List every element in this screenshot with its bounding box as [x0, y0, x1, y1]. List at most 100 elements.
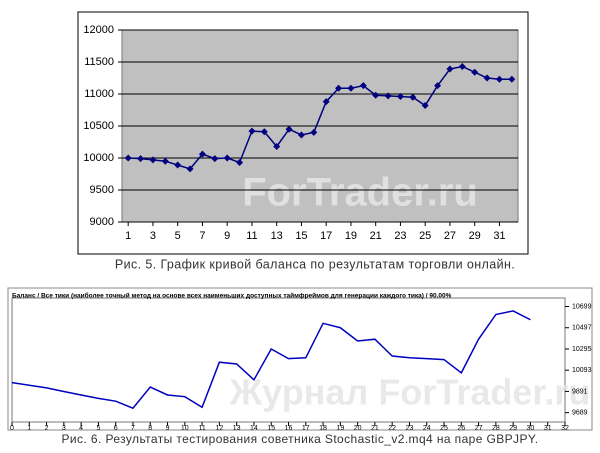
y-tick-label: 9689	[572, 409, 588, 416]
caption: Рис. 6. Результаты тестирования советник…	[62, 432, 539, 446]
x-tick-label: 2	[45, 425, 49, 432]
x-tick-label: 30	[527, 425, 535, 432]
point-marker	[297, 131, 305, 139]
point-marker	[174, 161, 182, 169]
x-tick-label: 29	[509, 425, 517, 432]
x-tick-label: 1	[27, 425, 31, 432]
x-tick-label: 17	[320, 230, 332, 242]
point-marker	[396, 93, 404, 101]
x-tick-label: 22	[388, 425, 396, 432]
balance-line	[128, 65, 512, 170]
point-marker	[211, 155, 219, 163]
y-tick-label: 10295	[572, 346, 592, 353]
caption: Рис. 5. График кривой баланса по результ…	[115, 257, 515, 271]
x-tick-label: 24	[423, 425, 431, 432]
point-marker	[161, 157, 169, 165]
x-tick-label: 16	[285, 425, 293, 432]
x-tick-label: 3	[150, 230, 156, 242]
x-tick-label: 5	[175, 230, 181, 242]
x-tick-label: 4	[79, 425, 83, 432]
x-tick-label: 11	[198, 425, 205, 432]
x-tick-label: 17	[302, 425, 310, 432]
x-tick-label: 27	[475, 425, 483, 432]
y-tick-label: 9891	[572, 388, 588, 395]
x-tick-label: 14	[250, 425, 258, 432]
point-marker	[273, 142, 281, 150]
x-tick-label: 9	[224, 230, 230, 242]
x-tick-label: 7	[131, 425, 135, 432]
x-tick-label: 18	[319, 425, 327, 432]
x-tick-label: 31	[544, 425, 552, 432]
x-tick-label: 31	[493, 230, 505, 242]
plot-area	[11, 297, 566, 423]
y-tick-label: 10497	[572, 325, 592, 332]
y-tick-label: 9500	[90, 184, 114, 196]
x-tick-label: 23	[394, 230, 406, 242]
x-tick-label: 13	[233, 425, 241, 432]
point-marker	[471, 68, 479, 76]
chart-title: Баланс / Все тики (наиболее точный метод…	[12, 292, 452, 300]
point-marker	[223, 154, 231, 162]
x-tick-label: 12	[215, 425, 223, 432]
x-tick-label: 28	[492, 425, 500, 432]
point-marker	[248, 127, 256, 135]
x-tick-label: 0	[10, 425, 14, 432]
x-tick-label: 8	[148, 425, 152, 432]
x-tick-label: 5	[96, 425, 100, 432]
x-tick-label: 25	[440, 425, 448, 432]
x-tick-label: 19	[345, 230, 357, 242]
y-tick-label: 10000	[83, 152, 114, 164]
y-tick-label: 9000	[90, 216, 114, 228]
x-tick-label: 11	[246, 230, 257, 242]
x-tick-label: 7	[199, 230, 205, 242]
point-marker	[285, 125, 293, 133]
x-tick-label: 6	[114, 425, 118, 432]
point-marker	[409, 93, 417, 101]
point-marker	[384, 92, 392, 100]
x-tick-label: 1	[125, 230, 131, 242]
y-tick-label: 10699	[572, 303, 592, 310]
x-tick-label: 32	[561, 425, 569, 432]
point-marker	[310, 128, 318, 136]
x-tick-label: 3	[62, 425, 66, 432]
x-tick-label: 10	[181, 425, 189, 432]
point-marker	[483, 74, 491, 82]
x-tick-label: 9	[166, 425, 170, 432]
x-tick-label: 25	[419, 230, 431, 242]
point-marker	[372, 91, 380, 99]
point-marker	[434, 82, 442, 90]
y-tick-label: 11000	[84, 88, 114, 100]
point-marker	[421, 102, 429, 110]
point-marker	[347, 84, 355, 92]
y-tick-label: 10093	[572, 367, 592, 374]
y-tick-label: 10500	[83, 120, 114, 132]
point-marker	[322, 98, 330, 106]
point-marker	[260, 128, 268, 136]
balance-line	[11, 310, 531, 410]
x-tick-label: 27	[444, 230, 456, 242]
x-tick-label: 15	[295, 230, 307, 242]
point-marker	[446, 65, 454, 73]
x-tick-label: 26	[457, 425, 465, 432]
watermark: Журнал ForTrader.ru	[229, 372, 591, 413]
y-tick-label: 11500	[84, 56, 114, 68]
point-marker	[236, 158, 244, 166]
point-marker	[458, 62, 466, 70]
point-marker	[359, 82, 367, 90]
point-marker	[508, 75, 516, 83]
point-marker	[137, 155, 145, 163]
x-tick-label: 21	[370, 230, 382, 242]
point-marker	[124, 154, 132, 162]
x-tick-label: 19	[336, 425, 344, 432]
point-marker	[198, 150, 206, 158]
x-tick-label: 23	[406, 425, 414, 432]
x-tick-label: 21	[371, 425, 379, 432]
x-tick-label: 29	[469, 230, 481, 242]
x-tick-label: 13	[271, 230, 283, 242]
y-tick-label: 12000	[83, 24, 114, 36]
point-marker	[186, 165, 194, 173]
watermark: ForTrader.ru	[242, 171, 478, 215]
point-marker	[495, 75, 503, 83]
point-marker	[335, 84, 343, 92]
